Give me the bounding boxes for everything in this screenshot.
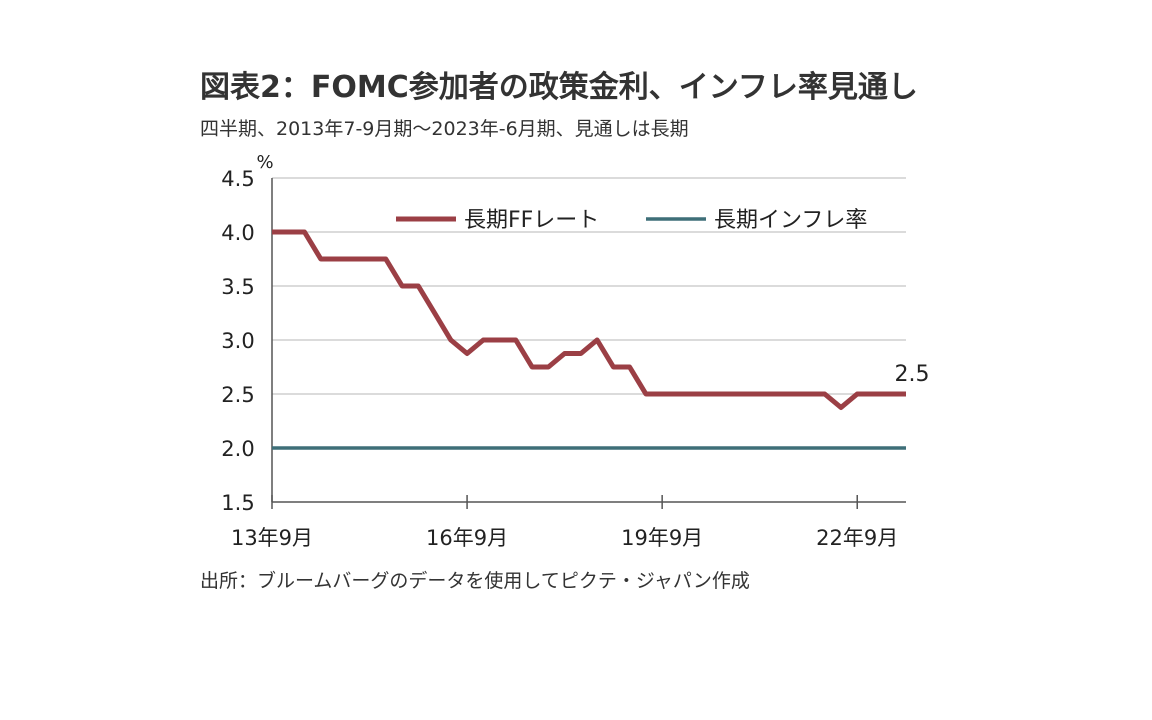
y-unit-label: % [256, 152, 273, 173]
x-tick-label: 16年9月 [426, 526, 508, 550]
chart-source: 出所：ブルームバーグのデータを使用してピクテ・ジャパン作成 [200, 570, 750, 592]
y-tick-label: 4.0 [221, 221, 254, 245]
y-tick-label: 2.5 [221, 383, 254, 407]
x-tick-label: 22年9月 [816, 526, 898, 550]
annotation-layer: 2.5 [895, 362, 930, 387]
axis-layer: % 1.5 2.0 2.5 3.0 3.5 4.0 4.5 13年9月 16年9月 19年9月 22… [221, 152, 906, 550]
legend: 長期FFレート 長期インフレ率 [396, 208, 867, 233]
x-tick-label: 19年9月 [621, 526, 703, 550]
chart-title: 図表2：FOMC参加者の政策金利、インフレ率見通し [200, 70, 918, 105]
legend-label: 長期FFレート [464, 208, 599, 233]
y-tick-label: 4.5 [221, 167, 254, 191]
y-tick-label: 3.5 [221, 275, 254, 299]
series-line-ff-rate [272, 229, 906, 410]
y-tick-label: 1.5 [221, 491, 254, 515]
data-label: 2.5 [895, 362, 930, 387]
y-tick-label: 3.0 [221, 329, 254, 353]
series-layer [272, 229, 906, 450]
x-tick-label: 13年9月 [231, 526, 313, 550]
chart-subtitle: 四半期、2013年7-9月期～2023年-6月期、見通しは長期 [200, 118, 689, 140]
legend-label: 長期インフレ率 [714, 208, 867, 233]
y-tick-label: 2.0 [221, 437, 254, 461]
